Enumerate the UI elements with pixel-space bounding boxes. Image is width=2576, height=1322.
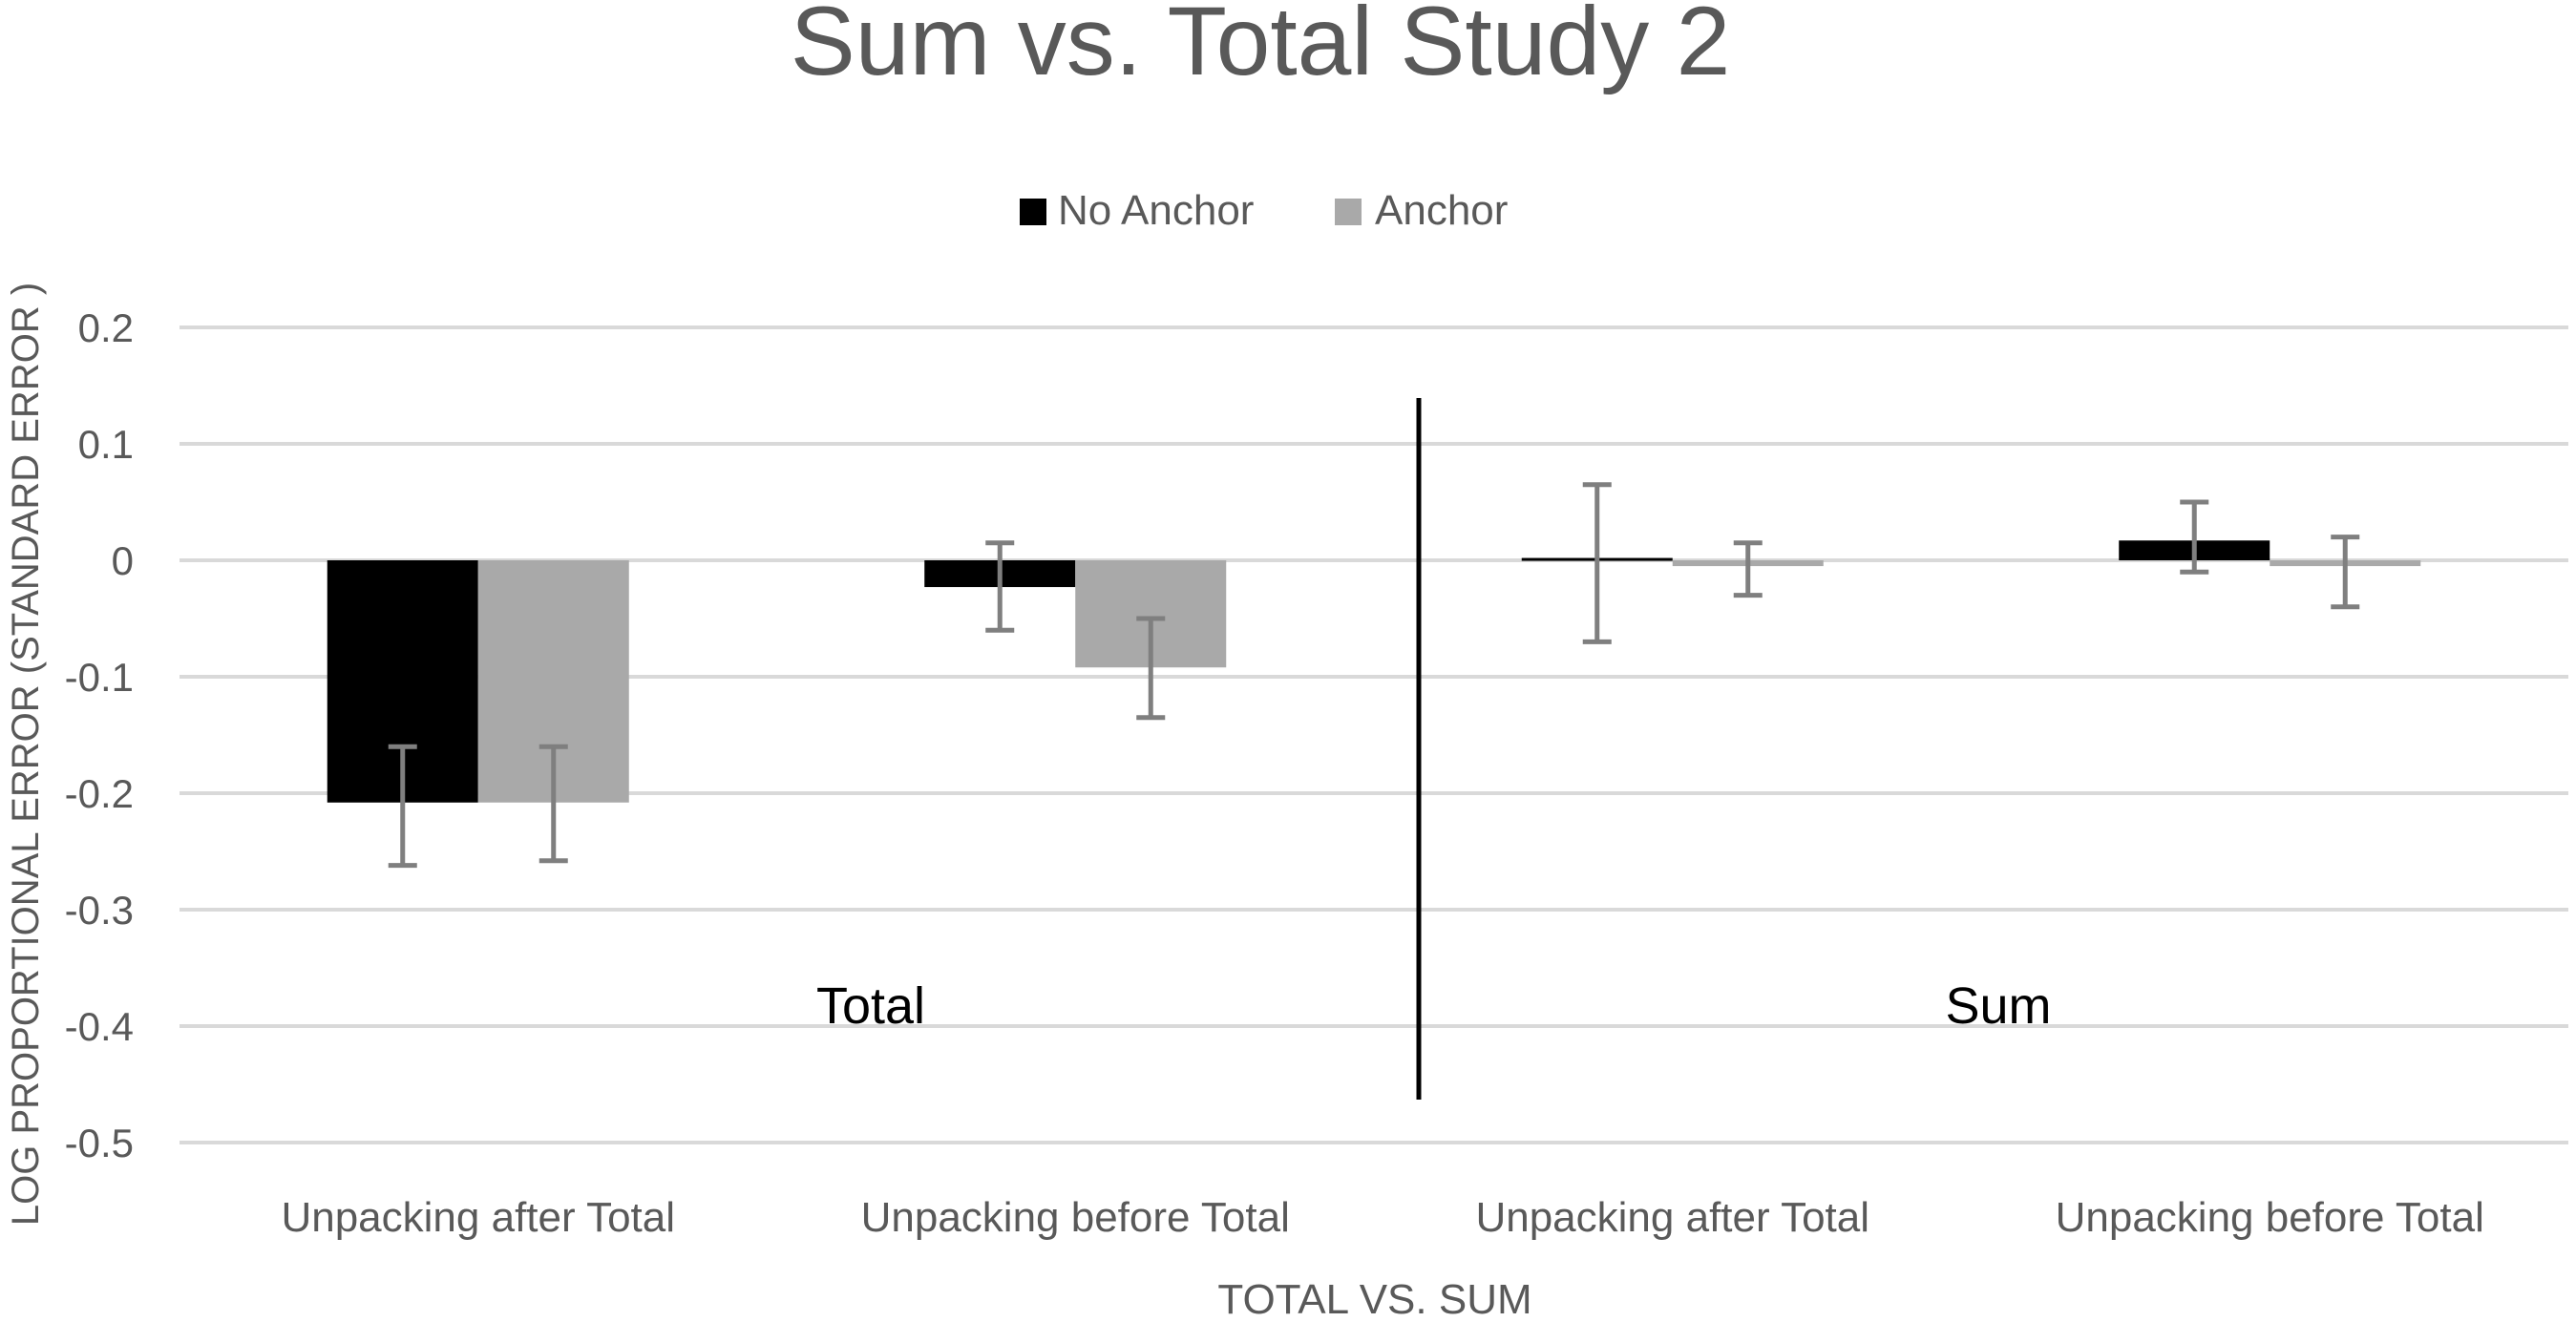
x-tick-label: Unpacking before Total: [2056, 1194, 2484, 1241]
y-axis-title: LOG PROPORTIONAL ERROR (STANDARD ERROR ): [5, 283, 47, 1226]
group-label-total: Total: [816, 977, 925, 1035]
y-tick-labels: 0.2 0.1 0 -0.1 -0.2 -0.3 -0.4 -0.5: [65, 305, 134, 1165]
legend: No Anchor Anchor: [1020, 187, 1508, 234]
error-bars: [388, 482, 2360, 869]
y-tick-label: -0.5: [65, 1121, 134, 1165]
y-tick-label: -0.4: [65, 1004, 134, 1049]
legend-label-anchor: Anchor: [1375, 187, 1508, 234]
legend-swatch-no-anchor: [1020, 199, 1046, 225]
y-tick-label: 0: [112, 538, 134, 583]
y-tick-label: 0.2: [78, 305, 134, 350]
legend-label-no-anchor: No Anchor: [1058, 187, 1254, 234]
group-label-sum: Sum: [1945, 977, 2051, 1035]
legend-swatch-anchor: [1335, 199, 1362, 225]
y-tick-label: -0.3: [65, 888, 134, 933]
x-tick-labels: Unpacking after Total Unpacking before To…: [281, 1194, 2483, 1241]
bars: [327, 540, 2421, 803]
y-tick-label: -0.2: [65, 771, 134, 816]
x-tick-label: Unpacking after Total: [281, 1194, 675, 1241]
y-tick-label: -0.1: [65, 655, 134, 700]
chart-title: Sum vs. Total Study 2: [791, 0, 1731, 95]
x-tick-label: Unpacking before Total: [861, 1194, 1290, 1241]
x-axis-title: TOTAL VS. SUM: [1217, 1276, 1531, 1322]
x-tick-label: Unpacking after Total: [1475, 1194, 1869, 1241]
y-tick-label: 0.1: [78, 422, 134, 467]
